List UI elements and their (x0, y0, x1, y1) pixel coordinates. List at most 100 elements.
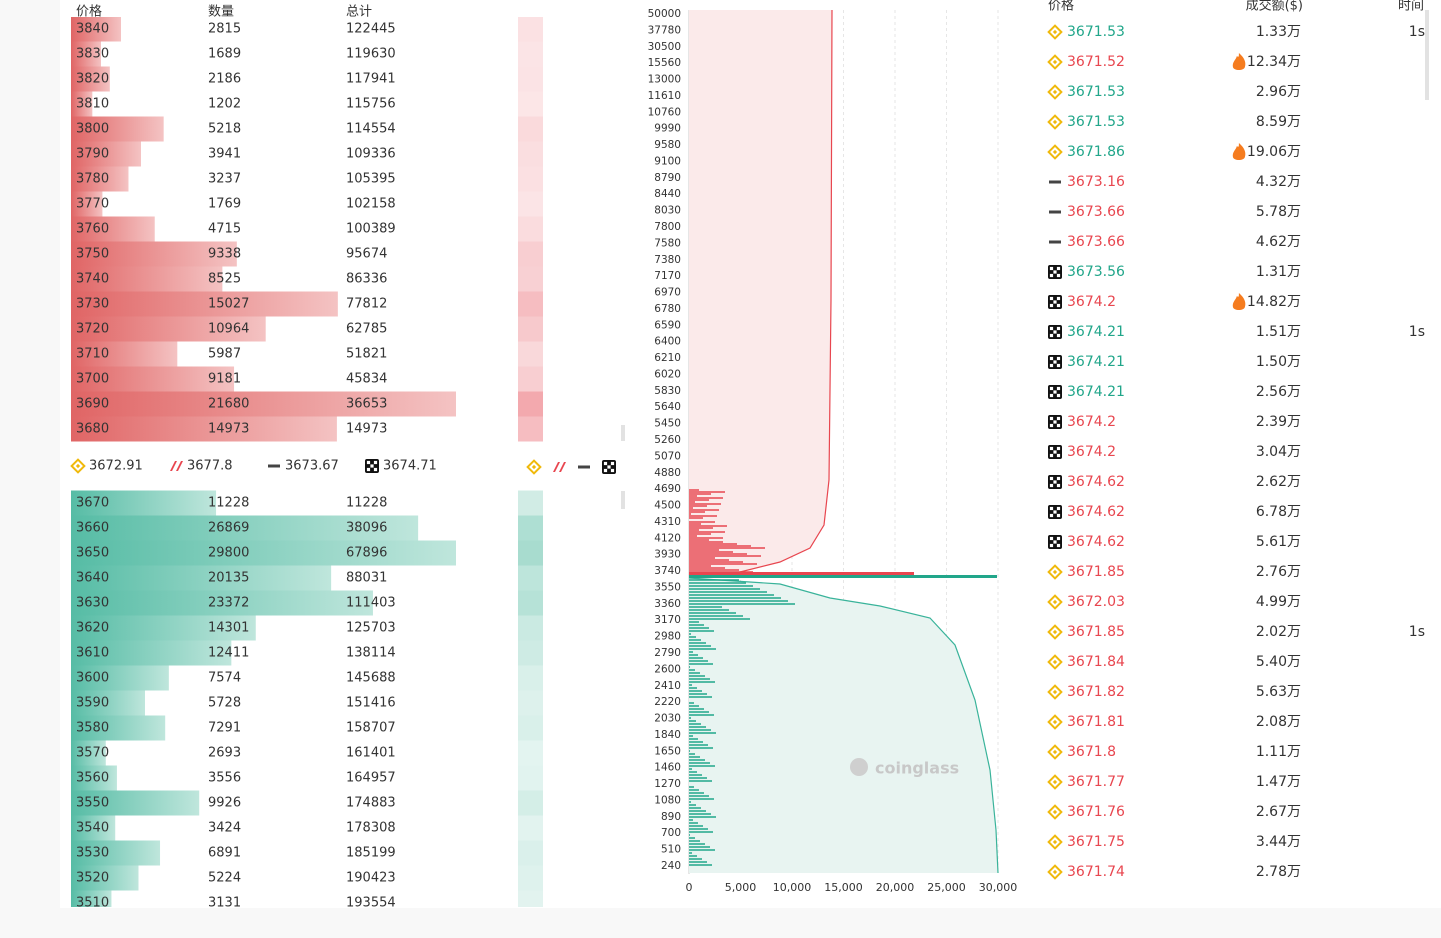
icon-okx (1056, 446, 1061, 451)
icon-okx (1049, 326, 1054, 331)
icon-okx (603, 468, 608, 473)
book-cell: 9926 (208, 796, 241, 811)
book-price: 3760 (76, 222, 109, 237)
book-cell: 95674 (346, 247, 387, 262)
trade-price: 3674.21 (1067, 354, 1125, 370)
trade-price: 3671.85 (1067, 564, 1125, 580)
mid-spike (689, 572, 914, 575)
icon-binance (1047, 834, 1063, 850)
icon-okx (1056, 356, 1061, 361)
book-price: 3740 (76, 272, 109, 287)
heat-cell (518, 640, 543, 666)
book-cell: 5987 (208, 347, 241, 362)
trade-time: 1s (1409, 624, 1425, 640)
y-tick-label: 6020 (654, 368, 681, 380)
book-price: 3730 (76, 297, 109, 312)
trade-amount: 8.59万 (1256, 114, 1301, 130)
trade-price: 3671.75 (1067, 834, 1125, 850)
book-price: 3540 (76, 821, 109, 836)
trade-price: 3673.16 (1067, 174, 1125, 190)
icon-okx (1049, 513, 1054, 518)
trade-amount: 1.31万 (1256, 264, 1301, 280)
y-tick-label: 7580 (654, 237, 681, 249)
icon-okx (1053, 480, 1057, 484)
book-cell: 77812 (346, 297, 387, 312)
trade-amount: 1.50万 (1256, 354, 1301, 370)
trade-price: 3674.2 (1067, 294, 1116, 310)
y-tick-label: 2790 (654, 647, 681, 659)
book-cell: 158707 (346, 721, 396, 736)
trade-price: 3671.85 (1067, 624, 1125, 640)
y-tick-label: 4690 (654, 483, 681, 495)
scrollbar[interactable] (1425, 10, 1429, 100)
depth-bar (71, 565, 332, 591)
icon-okx (1049, 446, 1054, 451)
trade-price: 3671.81 (1067, 714, 1125, 730)
heat-cell (518, 865, 543, 891)
top-tick-label: 300,000 (874, 0, 920, 2)
heat-cell (518, 316, 543, 342)
icon-binance (531, 464, 537, 470)
book-cell: 119630 (346, 47, 396, 62)
depth-bar (71, 216, 155, 242)
icon-binance (1047, 804, 1063, 820)
icon-okx (1049, 483, 1054, 488)
icon-binance (1052, 839, 1058, 845)
depth-bar (71, 715, 166, 741)
book-cell: 193554 (346, 896, 396, 911)
x-tick-label: 5,000 (725, 881, 757, 894)
book-price: 3750 (76, 247, 109, 262)
scrollbar[interactable] (621, 491, 625, 509)
y-tick-label: 5070 (654, 450, 681, 462)
book-cell: 1202 (208, 97, 241, 112)
y-tick-label: 7800 (654, 221, 681, 233)
depth-bar (71, 166, 129, 192)
book-price: 3530 (76, 846, 109, 861)
y-tick-label: 700 (661, 827, 681, 839)
book-price: 3710 (76, 347, 109, 362)
depth-bar (71, 590, 373, 616)
x-tick-label: 20,000 (876, 881, 915, 894)
mid-spike (689, 575, 997, 578)
mid-price: 3672.91 (89, 459, 143, 474)
icon-okx (1049, 363, 1054, 368)
icon-bybit (1049, 210, 1061, 214)
depth-bar (71, 890, 112, 907)
heat-cell (518, 665, 543, 691)
icon-okx (1056, 386, 1061, 391)
icon-bybit (578, 465, 590, 469)
book-cell: 115756 (346, 97, 396, 112)
depth-bar (71, 41, 101, 67)
trade-amount: 1.47万 (1256, 774, 1301, 790)
scrollbar[interactable] (621, 425, 625, 441)
book-cell: 36653 (346, 397, 387, 412)
book-cell: 138114 (346, 646, 396, 661)
top-tick-label: 200,000 (804, 0, 850, 2)
book-cell: 11228 (208, 496, 249, 511)
ask-curve (688, 9, 833, 579)
hot-icon (1232, 143, 1246, 160)
icon-okx (1056, 476, 1061, 481)
icon-binance (1047, 84, 1063, 100)
icon-okx (1049, 333, 1054, 338)
y-tick-label: 890 (661, 811, 681, 823)
depth-bar (71, 490, 217, 516)
icon-okx (1049, 453, 1054, 458)
x-tick-label: 10,000 (773, 881, 812, 894)
trade-amount: 4.32万 (1256, 174, 1301, 190)
book-price: 3800 (76, 122, 109, 137)
book-price: 3820 (76, 72, 109, 87)
depth-bar (71, 640, 232, 666)
book-cell: 67896 (346, 546, 387, 561)
book-price: 3650 (76, 546, 109, 561)
depth-chart: 0 5,000 10,000 15,000 20,000 25,000 30,000 0 100… (648, 0, 1018, 894)
y-tick-label: 1080 (654, 794, 681, 806)
heat-cell (518, 715, 543, 741)
icon-okx (1056, 303, 1061, 308)
hot-icon (1232, 53, 1246, 70)
y-tick-label: 5260 (654, 434, 681, 446)
depth-bar (71, 740, 106, 766)
book-cell: 1769 (208, 197, 241, 212)
x-tick-label: 25,000 (927, 881, 966, 894)
